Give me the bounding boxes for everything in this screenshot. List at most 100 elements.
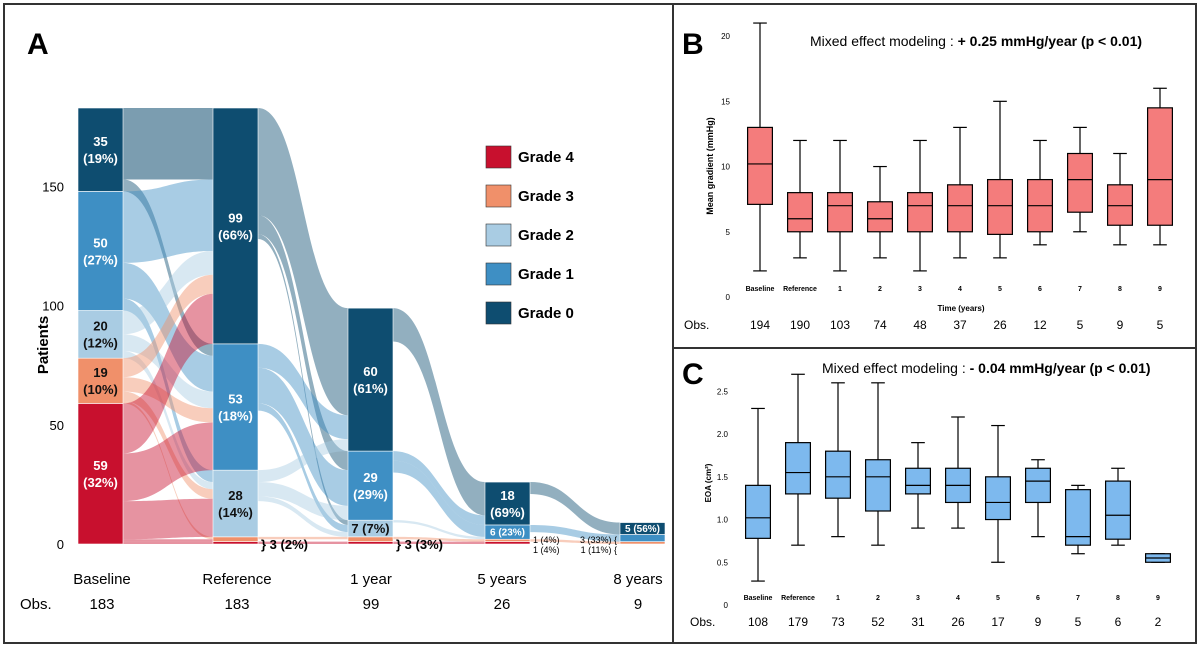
column-obs: 99	[363, 596, 380, 613]
segment-label-line: 53	[228, 391, 242, 406]
obs-count: 103	[830, 318, 850, 332]
legend-label: Grade 4	[518, 149, 575, 166]
segment-label-line: (18%)	[218, 408, 253, 423]
bar-segment-grade3	[619, 541, 666, 545]
category-label: Baseline	[744, 595, 773, 602]
side-note: 3 (33%) {	[580, 535, 617, 545]
box	[826, 192, 853, 233]
y-tick-label: 50	[50, 418, 64, 433]
y-tick-label: 0.5	[717, 558, 729, 567]
box	[744, 484, 771, 539]
box	[984, 476, 1011, 521]
flow-ribbon	[258, 536, 348, 540]
panel-c-chart: 00.51.01.52.02.5Baseline108Reference1791…	[717, 373, 1171, 629]
segment-label: 99 (66%)	[218, 210, 253, 242]
box	[906, 192, 933, 233]
segment-label-line: 20	[93, 319, 107, 334]
segment-label: 7 (7%)	[351, 521, 389, 536]
y-tick-label: 2.5	[717, 387, 729, 396]
category-label: 2	[876, 595, 880, 602]
side-note: 1 (4%)	[533, 535, 560, 545]
segment-label-line: 19	[93, 365, 107, 380]
obs-count: 5	[1157, 318, 1164, 332]
box	[986, 178, 1013, 235]
panel-c-ylabel: EOA (cm²)	[704, 463, 713, 502]
segment-label-line: (66%)	[218, 227, 253, 242]
segment-label-line: 50	[93, 235, 107, 250]
box	[1104, 480, 1131, 540]
category-label: 6	[1038, 286, 1042, 293]
box	[1146, 107, 1173, 226]
segment-label-line: (14%)	[218, 505, 253, 520]
segment-label-line: (12%)	[83, 336, 118, 351]
category-label: Reference	[783, 286, 817, 293]
column-label: 1 year	[350, 571, 392, 588]
panel-a-chart: 0 50 100 150 59 (32%) 19 (10%) 20 (12%) 50 (27%) 35 (…	[42, 107, 666, 613]
flow-ribbon	[530, 539, 620, 544]
bar-segment-grade0	[77, 107, 124, 192]
category-label: 7	[1076, 595, 1080, 602]
column-obs: 183	[224, 596, 249, 613]
segment-label-line: (10%)	[83, 382, 118, 397]
bar-segment-grade3	[212, 536, 259, 542]
legend-swatch-grade1	[485, 262, 512, 286]
flow-ribbon	[123, 422, 213, 502]
bar-segment-grade0	[484, 481, 531, 526]
legend-swatch-grade0	[485, 301, 512, 325]
segment-label-line: 59	[93, 458, 107, 473]
obs-count: 9	[1117, 318, 1124, 332]
flow-ribbon	[530, 524, 620, 542]
flow-ribbon	[393, 536, 485, 542]
segment-label: 50 (27%)	[83, 235, 118, 267]
panel-a-ylabel: Patients	[35, 316, 52, 374]
obs-count: 179	[788, 615, 808, 629]
segment-label-line: (32%)	[83, 475, 118, 490]
flow-ribbon	[258, 541, 348, 544]
y-tick-label: 0	[724, 601, 729, 610]
obs-count: 108	[748, 615, 768, 629]
legend-label: Grade 2	[518, 227, 574, 244]
flow-ribbon	[393, 308, 485, 516]
y-tick-label: 0	[57, 537, 64, 552]
box	[784, 442, 811, 495]
category-label: 4	[958, 286, 962, 293]
segment-label-line: 18	[500, 488, 514, 503]
segment-label-line: (27%)	[83, 252, 118, 267]
bar-segment-grade4	[77, 403, 124, 545]
segment-label: 20 (12%)	[83, 319, 118, 351]
flow-ribbon	[123, 401, 213, 540]
segment-label-line: 28	[228, 488, 242, 503]
flow-ribbon	[258, 482, 348, 521]
bar-segment-grade2	[212, 469, 259, 538]
segment-label: 53 (18%)	[218, 391, 253, 423]
flow-ribbon	[258, 343, 348, 440]
y-tick-label: 1.0	[717, 516, 729, 525]
bottom-bracket-note: } 3 (3%)	[396, 537, 443, 552]
obs-count: 17	[991, 615, 1005, 629]
panel-b-chart: 05101520Baseline194Reference190110327434…	[721, 22, 1173, 332]
column-obs: 9	[634, 596, 642, 613]
bar-segment-grade4	[484, 541, 531, 545]
obs-count: 48	[913, 318, 927, 332]
category-label: 2	[878, 286, 882, 293]
bar-segment-grade0	[619, 522, 666, 535]
panel-b-ylabel: Mean gradient (mmHg)	[705, 117, 715, 215]
category-label: 6	[1036, 595, 1040, 602]
box	[866, 201, 893, 233]
panel-c-annotation: Mixed effect modeling : - 0.04 mmHg/year…	[822, 360, 1151, 376]
category-label: 1	[838, 286, 842, 293]
flow-ribbon	[123, 351, 213, 490]
segment-label: 6 (23%)	[490, 527, 525, 538]
legend-label: Grade 0	[518, 305, 574, 322]
category-label: 9	[1158, 286, 1162, 293]
flow-ribbon	[393, 520, 485, 540]
column-label: Baseline	[73, 571, 131, 588]
flow-ribbon	[258, 215, 348, 471]
box	[786, 192, 813, 233]
box	[824, 450, 851, 499]
category-label: 5	[998, 286, 1002, 293]
flow-ribbon	[123, 262, 213, 392]
bar-segment-grade1	[347, 450, 394, 521]
flow-ribbon	[123, 179, 213, 263]
box	[1106, 184, 1133, 226]
